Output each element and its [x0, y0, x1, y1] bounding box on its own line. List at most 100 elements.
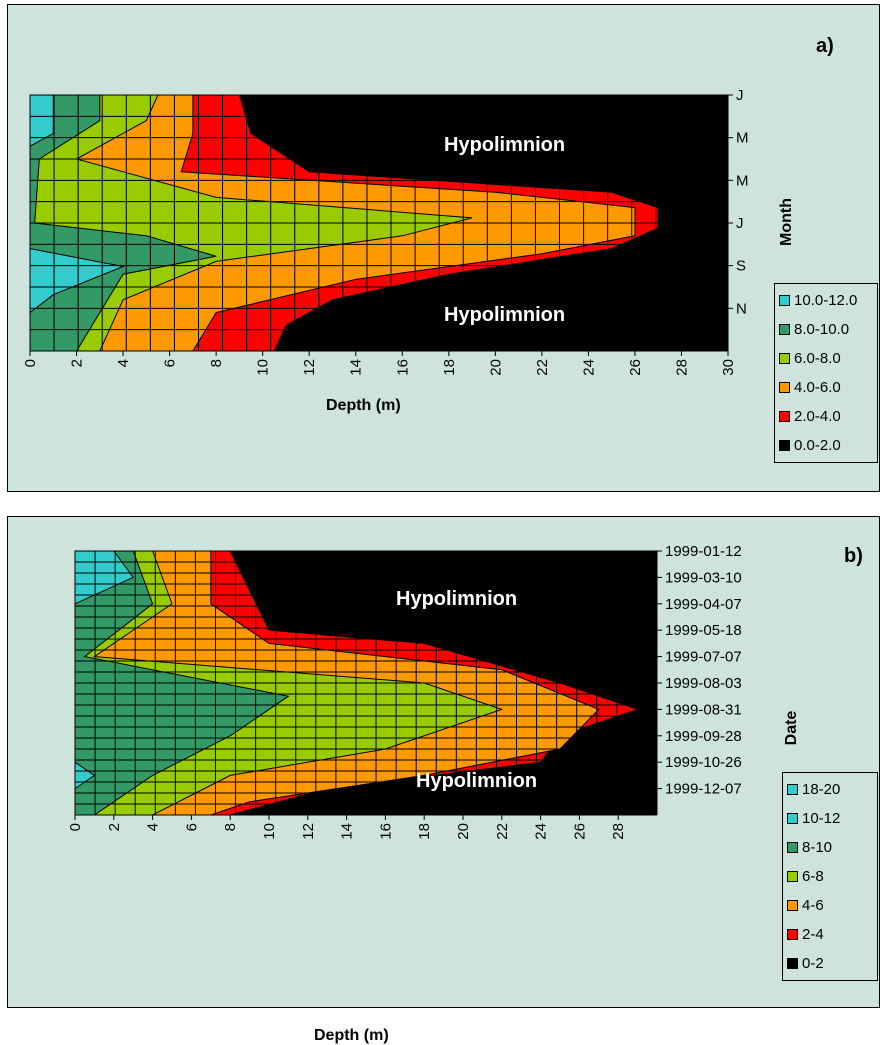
y-tick-label: J [736, 87, 744, 104]
legend-label: 2.0-4.0 [794, 408, 841, 425]
legend-label: 10-12 [802, 810, 841, 827]
x-tick-label: 14 [339, 823, 356, 840]
y-tick-label: 1999-10-26 [665, 754, 742, 771]
legend-label: 2-4 [802, 926, 824, 943]
y-tick-label: 1999-09-28 [665, 728, 742, 745]
annotation-hypolimnion: Hypolimnion [444, 304, 565, 326]
x-tick-label: 6 [183, 823, 200, 831]
x-tick-label: 16 [394, 359, 411, 376]
x-tick-label: 22 [494, 823, 511, 840]
legend-label: 8-10 [802, 839, 833, 856]
x-tick-label: 20 [455, 823, 472, 840]
legend-swatch [779, 382, 790, 393]
legend-item: 10-12 [787, 804, 873, 833]
x-tick-label: 28 [610, 823, 627, 840]
annotation-hypolimnion: Hypolimnion [396, 588, 517, 610]
y-tick-label: M [736, 172, 749, 189]
legend-swatch [787, 929, 798, 940]
legend-item: 8-10 [787, 833, 873, 862]
legend-label: 6-8 [802, 868, 824, 885]
chart-panel-a: a) Hypolimnion Hypolimnion 0 2 4 6 8 10 12 14 16 18… [7, 4, 880, 492]
x-tick-label: 24 [533, 823, 550, 840]
x-tick-label: 2 [106, 823, 123, 831]
x-tick-label: 26 [571, 823, 588, 840]
x-tick-label: 12 [301, 359, 318, 376]
x-tick-label: 24 [580, 359, 597, 376]
annotation-hypolimnion: Hypolimnion [444, 134, 565, 156]
legend-item: 10.0-12.0 [779, 286, 873, 315]
y-axis-title-b: Date [783, 710, 800, 746]
y-tick-label: 1999-05-18 [665, 622, 742, 639]
legend-item: 2-4 [787, 920, 873, 949]
y-tick-label: N [736, 300, 747, 317]
legend-swatch [787, 784, 798, 795]
y-tick-label: 1999-12-07 [665, 781, 742, 798]
panel-label-a: a) [816, 35, 834, 57]
annotation-hypolimnion: Hypolimnion [416, 770, 537, 792]
x-tick-label: 18 [416, 823, 433, 840]
legend-label: 18-20 [802, 781, 841, 798]
legend-swatch [787, 958, 798, 969]
x-tick-label: 10 [261, 823, 278, 840]
x-tick-label: 20 [487, 359, 504, 376]
legend-swatch [787, 813, 798, 824]
x-tick-label: 0 [67, 823, 84, 831]
legend-item: 6.0-8.0 [779, 344, 873, 373]
panel-label-b: b) [844, 545, 863, 567]
legend-a: 10.0-12.0 8.0-10.0 6.0-8.0 4.0-6.0 2.0-4.0 0.… [774, 283, 878, 463]
legend-b: 18-20 10-12 8-10 6-8 4-6 2-4 0-2 [782, 772, 878, 981]
legend-item: 0-2 [787, 949, 873, 978]
legend-item: 18-20 [787, 775, 873, 804]
x-tick-label: 6 [162, 359, 179, 367]
y-tick-label: 1999-08-03 [665, 675, 742, 692]
legend-swatch [779, 295, 790, 306]
y-tick-label: M [736, 130, 749, 147]
legend-label: 0.0-2.0 [794, 437, 841, 454]
legend-swatch [787, 842, 798, 853]
legend-swatch [779, 353, 790, 364]
legend-label: 8.0-10.0 [794, 321, 850, 338]
x-tick-label: 0 [22, 359, 39, 367]
x-tick-label: 4 [145, 823, 162, 831]
x-tick-label: 4 [115, 359, 132, 367]
y-tick-label: 1999-04-07 [665, 596, 742, 613]
x-tick-label: 10 [255, 359, 272, 376]
x-axis-title-a: Depth (m) [326, 397, 401, 414]
x-tick-label: 26 [627, 359, 644, 376]
x-tick-label: 8 [208, 359, 225, 367]
legend-swatch [787, 871, 798, 882]
legend-label: 4.0-6.0 [794, 379, 841, 396]
legend-label: 10.0-12.0 [794, 292, 858, 309]
x-tick-label: 2 [69, 359, 86, 367]
legend-item: 0.0-2.0 [779, 431, 873, 460]
chart-panel-b: b) Hypolimnion Hypolimnion 0 2 4 6 8 10 12 14 16 18… [7, 516, 880, 1044]
legend-item: 6-8 [787, 862, 873, 891]
x-tick-label: 14 [348, 359, 365, 376]
legend-item: 4-6 [787, 891, 873, 920]
x-tick-label: 8 [222, 823, 239, 831]
y-tick-label: 1999-01-12 [665, 543, 742, 560]
x-tick-label: 22 [534, 359, 551, 376]
legend-label: 4-6 [802, 897, 824, 914]
x-tick-label: 30 [720, 359, 737, 376]
y-tick-label: 1999-03-10 [665, 569, 742, 586]
x-tick-label: 16 [377, 823, 394, 840]
x-tick-label: 12 [300, 823, 317, 840]
legend-item: 8.0-10.0 [779, 315, 873, 344]
y-axis-title-a: Month [778, 198, 795, 246]
y-tick-label: S [736, 258, 746, 275]
y-tick-label: 1999-08-31 [665, 701, 742, 718]
legend-swatch [787, 900, 798, 911]
legend-swatch [779, 440, 790, 451]
legend-swatch [779, 411, 790, 422]
y-tick-label: 1999-07-07 [665, 649, 742, 666]
x-axis-title-b: Depth (m) [314, 1027, 389, 1044]
y-tick-label: J [736, 215, 744, 232]
legend-label: 0-2 [802, 955, 824, 972]
x-tick-label: 28 [673, 359, 690, 376]
legend-label: 6.0-8.0 [794, 350, 841, 367]
legend-swatch [779, 324, 790, 335]
x-tick-label: 18 [441, 359, 458, 376]
